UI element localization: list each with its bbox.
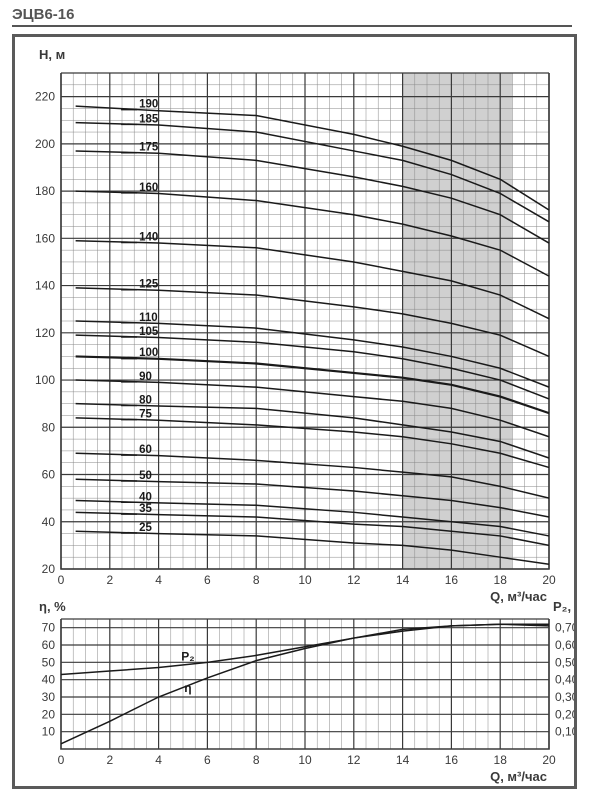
head-curve-label: 75 — [139, 409, 152, 421]
y-tick-label: 200 — [35, 137, 55, 151]
x-tick-label: 6 — [204, 573, 211, 587]
x-tick-label-bot: 10 — [298, 753, 312, 767]
p2-tick-label: 0,30 — [555, 690, 574, 704]
bottom-chart: η, % P₂, кВт 0 2 4 6 8 10 12 14 16 18 20 10 20 30 40 50 60… — [39, 599, 574, 784]
p2-tick-label: 0,60 — [555, 638, 574, 652]
x-tick-label: 20 — [542, 573, 556, 587]
chart-frame: Н, м024681012141618202040608010012014016… — [12, 34, 577, 789]
x-tick-label-bot: 20 — [542, 753, 556, 767]
head-curve-label: 125 — [139, 279, 159, 291]
x-tick-label: 14 — [396, 573, 410, 587]
x-tick-label: 8 — [253, 573, 260, 587]
performance-curves-svg: Н, м024681012141618202040608010012014016… — [15, 37, 574, 786]
x-tick-label-bot: 2 — [106, 753, 113, 767]
y-tick-label: 20 — [42, 562, 56, 576]
chart-title: ЭЦВ6-16 — [12, 6, 572, 27]
head-curve-label: 90 — [139, 371, 152, 383]
x-tick-label-bot: 8 — [253, 753, 260, 767]
page: { "title": "ЭЦВ6-16", "frame": { "border… — [0, 0, 591, 800]
p2-tick-label: 0,70 — [555, 621, 574, 635]
y-tick-label: 160 — [35, 231, 55, 245]
x-tick-label: 2 — [106, 573, 113, 587]
head-curve-label: 50 — [139, 470, 152, 482]
series-label: η — [184, 681, 191, 695]
head-curve-label: 190 — [139, 99, 158, 111]
y-tick-label: 220 — [35, 90, 55, 104]
eta-tick-label: 40 — [42, 673, 56, 687]
head-curve-label: 60 — [139, 444, 152, 456]
p2-axis-title: P₂, кВт — [553, 599, 574, 614]
x-tick-label-bot: 14 — [396, 753, 410, 767]
y-tick-label: 60 — [42, 468, 56, 482]
top-chart: Н, м 0 2 4 6 8 10 12 14 16 18 20 20 40 60 80 100 120 140 16… — [35, 47, 556, 604]
eta-axis-title: η, % — [39, 599, 66, 614]
x-tick-label-bot: 4 — [155, 753, 162, 767]
head-curve-label: 40 — [139, 491, 152, 503]
eta-tick-label: 10 — [42, 725, 56, 739]
y-tick-label: 100 — [35, 373, 55, 387]
x-tick-label-bot: 6 — [204, 753, 211, 767]
x-axis-title-bot: Q, м³/час — [490, 769, 547, 784]
head-curve-label: 100 — [139, 347, 158, 359]
head-curve-label: 35 — [139, 503, 152, 515]
x-tick-label-bot: 18 — [494, 753, 508, 767]
head-curve-label: 140 — [139, 232, 158, 244]
x-tick-label-bot: 16 — [445, 753, 459, 767]
head-curve-label: 185 — [139, 113, 159, 125]
head-curve-label: 110 — [139, 312, 158, 324]
y-tick-label: 120 — [35, 326, 55, 340]
x-tick-label: 12 — [347, 573, 361, 587]
series-label: P₂ — [181, 650, 194, 664]
head-curve-label: 175 — [139, 142, 159, 154]
x-axis-title: Q, м³/час — [490, 589, 547, 604]
eta-tick-label: 60 — [42, 638, 56, 652]
y-tick-label: 180 — [35, 184, 55, 198]
x-tick-label: 18 — [494, 573, 508, 587]
p2-tick-label: 0,50 — [555, 655, 574, 669]
head-curve-label: 25 — [139, 522, 152, 534]
head-curve-label: 105 — [139, 326, 159, 338]
y-tick-label: 80 — [42, 420, 56, 434]
p2-tick-label: 0,20 — [555, 707, 574, 721]
x-tick-label-bot: 0 — [58, 753, 65, 767]
eta-tick-label: 50 — [42, 655, 56, 669]
x-tick-label: 4 — [155, 573, 162, 587]
eta-tick-label: 70 — [42, 621, 56, 635]
y-tick-label: 140 — [35, 279, 55, 293]
y-tick-label: 40 — [42, 515, 56, 529]
x-tick-label: 0 — [58, 573, 65, 587]
p2-tick-label: 0,40 — [555, 673, 574, 687]
eta-tick-label: 20 — [42, 707, 56, 721]
head-curve-label: 80 — [139, 394, 152, 406]
x-tick-label: 10 — [298, 573, 312, 587]
x-tick-label: 16 — [445, 573, 459, 587]
y-axis-title: Н, м — [39, 47, 65, 62]
x-tick-label-bot: 12 — [347, 753, 361, 767]
head-curve-label: 160 — [139, 182, 158, 194]
p2-tick-label: 0,10 — [555, 725, 574, 739]
eta-tick-label: 30 — [42, 690, 56, 704]
